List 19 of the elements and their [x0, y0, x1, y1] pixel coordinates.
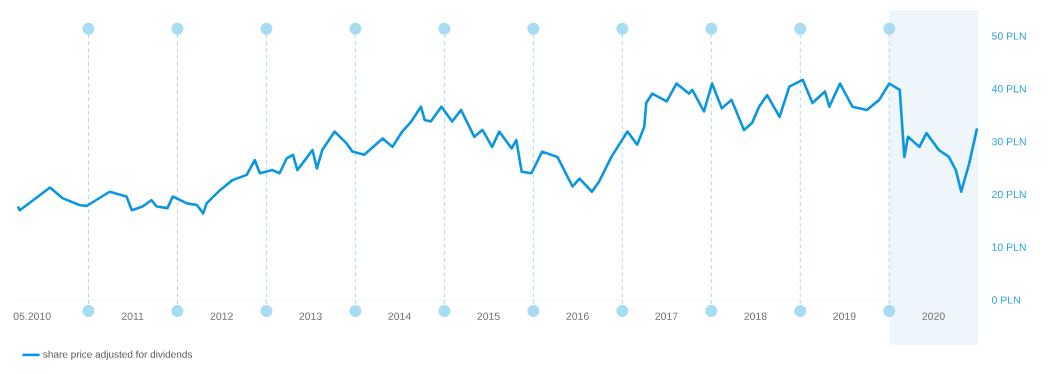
y-tick-label: 10 PLN — [992, 243, 1026, 251]
y-tick-label: 50 PLN — [991, 32, 1026, 40]
x-tick-label: 2018 — [744, 312, 767, 320]
x-tick-label: 2014 — [388, 312, 411, 320]
y-tick-label: 20 PLN — [992, 190, 1026, 199]
y-tick-label: 0 PLN — [991, 296, 1020, 304]
x-tick-label: 2012 — [210, 312, 233, 320]
x-tick-label: 2015 — [477, 312, 500, 320]
x-tick-label: 2019 — [833, 312, 856, 320]
y-tick-label: 40 PLN — [991, 85, 1026, 93]
x-tick-label: 2011 — [121, 312, 144, 320]
x-tick-label: 2017 — [655, 312, 678, 320]
x-tick-label: 2016 — [566, 312, 589, 320]
x-tick-label: 05.2010 — [13, 312, 51, 320]
line-series — [16, 78, 979, 215]
y-tick-label: 30 PLN — [991, 137, 1026, 146]
x-tick-label: 2020 — [922, 312, 945, 320]
legend-label: share price adjusted for dividends — [43, 350, 193, 360]
x-tick-label: 2013 — [299, 312, 322, 320]
